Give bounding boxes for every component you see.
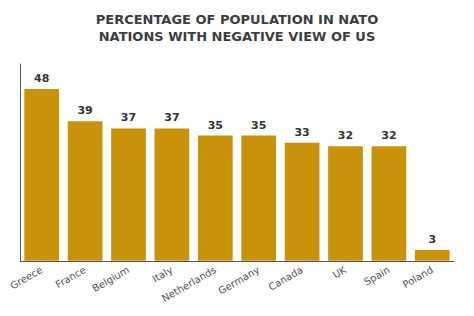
svg-text:Germany: Germany: [216, 264, 261, 297]
svg-text:3: 3: [428, 233, 436, 246]
svg-text:Netherlands: Netherlands: [160, 264, 218, 304]
svg-text:37: 37: [164, 111, 179, 124]
svg-text:39: 39: [77, 104, 92, 117]
svg-text:Spain: Spain: [362, 264, 392, 287]
svg-text:NATIONS WITH NEGATIVE VIEW OF: NATIONS WITH NEGATIVE VIEW OF US: [99, 29, 376, 44]
svg-text:UK: UK: [331, 264, 349, 281]
svg-text:France: France: [54, 264, 88, 290]
svg-text:Canada: Canada: [266, 264, 304, 293]
svg-text:32: 32: [338, 129, 353, 142]
svg-text:35: 35: [251, 119, 266, 132]
svg-text:37: 37: [121, 111, 136, 124]
svg-text:Greece: Greece: [8, 264, 44, 291]
svg-text:PERCENTAGE OF POPULATION IN NA: PERCENTAGE OF POPULATION IN NATO: [96, 12, 378, 27]
svg-text:Belgium: Belgium: [90, 264, 131, 294]
svg-text:Poland: Poland: [401, 264, 435, 290]
svg-text:35: 35: [208, 119, 223, 132]
svg-text:Italy: Italy: [150, 264, 174, 284]
svg-text:33: 33: [294, 126, 309, 139]
svg-text:48: 48: [34, 72, 49, 85]
svg-text:32: 32: [381, 129, 396, 142]
